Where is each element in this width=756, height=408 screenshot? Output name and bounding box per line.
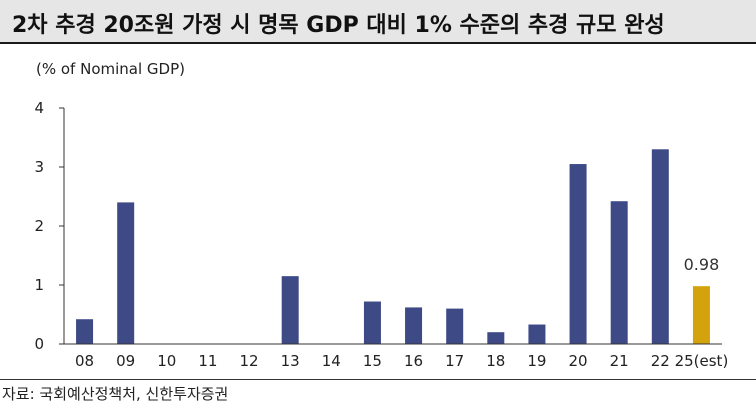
x-tick-label: 19 [527,352,546,370]
bar [446,308,464,344]
x-tick-label: 16 [404,352,423,370]
bar [610,201,628,344]
bar [363,301,381,344]
source-divider [0,379,756,380]
bar [569,164,587,344]
x-tick-label: 08 [75,352,94,370]
x-tick-label: 17 [445,352,464,370]
y-tick-label: 4 [34,99,44,117]
x-tick-label: 21 [610,352,629,370]
bar [281,276,299,344]
x-tick-label: 10 [157,352,176,370]
x-tick-label: 22 [651,352,670,370]
y-tick-label: 3 [34,158,44,176]
x-tick-label: 15 [363,352,382,370]
x-tick-label: 12 [240,352,259,370]
source-note: 자료: 국회예산정책처, 신한투자증권 [2,385,229,403]
x-tick-label: 13 [281,352,300,370]
data-label: 0.98 [684,255,720,274]
bar [487,332,505,344]
x-tick-label: 09 [116,352,135,370]
x-tick-label: 20 [569,352,588,370]
x-tick-label: 25(est) [675,352,729,370]
y-axis-unit-label: (% of Nominal GDP) [36,60,185,78]
x-tick-label: 18 [486,352,505,370]
bar [651,149,669,344]
y-tick-label: 0 [34,335,44,353]
x-tick-label: 14 [322,352,341,370]
y-tick-label: 1 [34,276,44,294]
x-tick-label: 11 [198,352,217,370]
title-bar: 2차 추경 20조원 가정 시 명목 GDP 대비 1% 수준의 추경 규모 완… [0,0,756,44]
bar [405,307,423,344]
bar [117,202,135,344]
page-title: 2차 추경 20조원 가정 시 명목 GDP 대비 1% 수준의 추경 규모 완… [12,13,665,38]
y-tick-label: 2 [34,217,44,235]
bar [528,324,546,344]
bar [76,319,94,344]
bar-highlight [692,286,710,344]
